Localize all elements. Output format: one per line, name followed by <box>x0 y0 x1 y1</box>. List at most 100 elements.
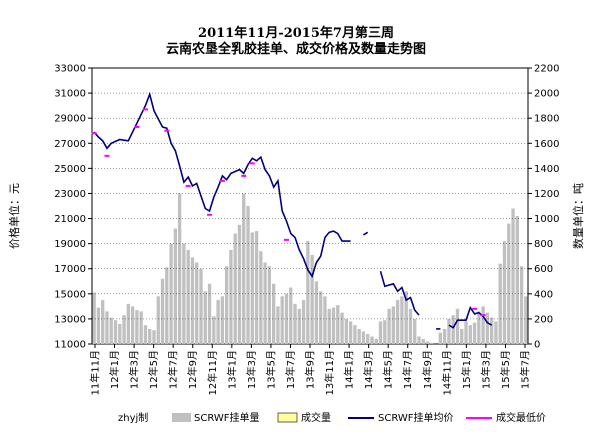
volume-bar <box>92 292 96 344</box>
volume-bar <box>344 318 349 344</box>
volume-bar <box>254 231 259 344</box>
volume-bar <box>378 321 383 344</box>
volume-bar <box>498 263 502 344</box>
legend-traded-volume: 成交量 <box>301 411 331 424</box>
volume-bar <box>451 315 455 344</box>
y-right-tick-label: 2200 <box>534 64 559 75</box>
x-tick-label: 14年7月 <box>401 350 414 389</box>
volume-bar <box>502 241 507 344</box>
x-tick-label: 13年1月 <box>225 350 238 389</box>
chart-title-line1: 2011年11月-2015年7月第三周 <box>198 25 394 41</box>
legend: zhyj制 SCRWF挂单量 成交量 SCRWF挂单均价 成交最低价 <box>118 411 546 424</box>
x-tick-label: 12年7月 <box>167 350 180 389</box>
chart-title-line2: 云南农垦全乳胶挂单、成交价格及数量走势图 <box>166 41 426 57</box>
volume-bar <box>340 312 344 344</box>
y-left-tick-label: 25000 <box>54 164 86 175</box>
volume-bar <box>319 291 323 344</box>
y-left-tick-label: 19000 <box>54 239 86 250</box>
volume-bar <box>130 306 135 344</box>
volume-bar <box>408 308 413 344</box>
volume-bar <box>160 278 165 344</box>
y-right-tick-label: 200 <box>534 314 553 325</box>
volume-bar <box>472 322 477 344</box>
y-left-tick-label: 17000 <box>54 264 86 275</box>
legend-swatch-traded <box>277 412 298 423</box>
legend-swatch-listed <box>172 413 191 422</box>
y-left-tick-label: 15000 <box>54 289 86 300</box>
x-tick-label: 13年3月 <box>245 350 258 389</box>
x-axis: 11年11月 12年1月 12年3月 12年5月 12年7月 12年9月 12年11月 13年… <box>89 344 532 395</box>
volume-bar <box>511 208 515 344</box>
avg-price-line <box>379 270 420 316</box>
volume-bar <box>297 308 301 344</box>
volume-bar <box>336 305 340 344</box>
x-tick-label: 15年1月 <box>460 350 473 389</box>
x-tick-label: 14年11月 <box>440 350 453 395</box>
volume-bar <box>417 336 421 344</box>
x-tick-label: 15年7月 <box>519 350 532 389</box>
y-axis-left-title: 价格单位：元 <box>7 183 21 249</box>
volume-bar <box>507 223 511 344</box>
volume-bar <box>246 206 250 344</box>
legend-listed-volume: SCRWF挂单量 <box>194 411 260 424</box>
volume-bar <box>276 306 280 344</box>
x-tick-label: 12年5月 <box>147 350 160 389</box>
volume-bar <box>207 283 212 344</box>
volume-bar <box>442 328 447 344</box>
volume-bar <box>301 300 306 344</box>
volume-bar <box>250 232 254 344</box>
volume-bar <box>383 320 387 344</box>
x-tick-label: 14年3月 <box>362 350 375 389</box>
avg-price-line <box>93 91 351 279</box>
volume-bar <box>519 266 524 344</box>
volume-bar <box>366 333 370 344</box>
y-right-tick-label: 2000 <box>534 89 559 100</box>
volume-bar <box>259 251 263 344</box>
volume-bar <box>126 303 131 344</box>
y-left-tick-label: 27000 <box>54 139 86 150</box>
volume-bar <box>203 291 207 344</box>
volume-bar <box>348 321 353 344</box>
y-left-tick-label: 21000 <box>54 214 86 225</box>
volume-bar <box>216 300 220 344</box>
volume-bar <box>370 336 374 344</box>
volume-bar <box>242 193 246 344</box>
volume-bar <box>293 303 297 344</box>
volume-bar <box>460 328 464 344</box>
volume-bar <box>182 243 186 344</box>
volume-bar <box>327 308 331 344</box>
y-axis-right-title: 数量单位：吨 <box>571 183 585 249</box>
volume-bar <box>237 224 242 344</box>
x-tick-label: 14年1月 <box>343 350 356 389</box>
x-tick-label: 13年9月 <box>304 350 317 389</box>
volume-bar <box>404 291 408 344</box>
volume-bar <box>233 233 237 344</box>
plot-area <box>91 67 529 345</box>
volume-bar <box>122 315 126 344</box>
volume-bar <box>468 325 472 344</box>
x-tick-label: 13年7月 <box>284 350 297 389</box>
volume-bar <box>464 321 468 344</box>
legend-avg-price: SCRWF挂单均价 <box>378 411 454 424</box>
volume-bar <box>314 281 319 344</box>
x-tick-label: 15年5月 <box>499 350 512 389</box>
volume-bar <box>229 249 233 344</box>
volume-bar <box>195 262 199 344</box>
y-right-tick-label: 1400 <box>534 164 559 175</box>
volume-bar <box>357 328 361 344</box>
volume-bar <box>477 311 481 344</box>
volume-bar <box>425 341 430 344</box>
y-right-tick-label: 600 <box>534 264 553 275</box>
volume-bar <box>481 306 485 344</box>
y-left-tick-label: 13000 <box>54 314 86 325</box>
volume-bar <box>224 266 229 344</box>
volume-bar <box>263 262 267 344</box>
volume-bar <box>156 296 160 344</box>
volume-bar <box>165 267 169 344</box>
legend-author: zhyj制 <box>118 411 148 424</box>
volume-bar <box>306 241 310 344</box>
volume-bar <box>105 311 109 344</box>
avg-price-line <box>448 305 493 329</box>
x-tick-label: 15年3月 <box>479 350 492 389</box>
